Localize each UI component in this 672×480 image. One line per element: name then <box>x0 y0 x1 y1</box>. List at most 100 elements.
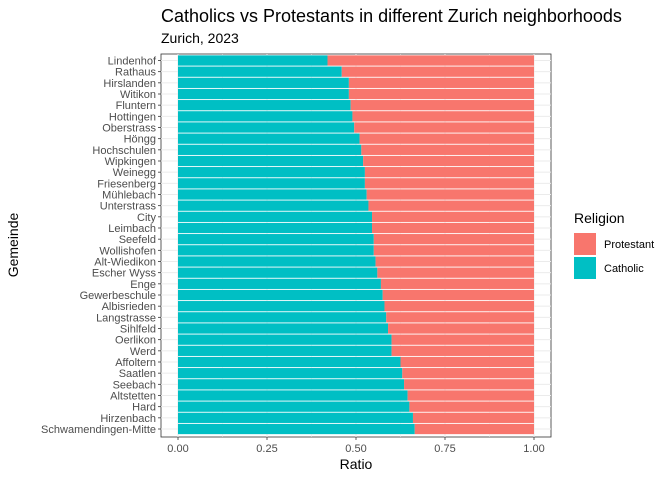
bar-protestant <box>359 133 534 144</box>
bar-protestant <box>373 234 534 245</box>
y-tick-label: Oerlikon <box>115 335 156 347</box>
y-tick-label: Mühlebach <box>102 190 156 202</box>
bar-protestant <box>412 412 534 423</box>
bar-protestant <box>354 122 534 133</box>
bar-catholic <box>178 334 392 345</box>
bar-catholic <box>178 323 389 334</box>
y-tick-label: Werd <box>130 346 156 358</box>
bar-protestant <box>407 390 534 401</box>
bar-protestant <box>350 100 534 111</box>
bar-catholic <box>178 77 349 88</box>
y-tick-label: Altstetten <box>110 391 156 403</box>
bar-catholic <box>178 167 365 178</box>
bar-catholic <box>178 111 353 122</box>
y-tick-label: City <box>137 212 156 224</box>
legend: Religion Protestant Catholic <box>574 210 654 279</box>
bar-protestant <box>384 301 534 312</box>
bar-catholic <box>178 289 383 301</box>
bar-protestant <box>368 200 534 211</box>
bar-catholic <box>178 133 360 144</box>
bar-protestant <box>363 155 534 167</box>
legend-title: Religion <box>574 210 625 226</box>
legend-entries: Protestant Catholic <box>574 233 654 279</box>
y-tick-label: Gewerbeschule <box>80 290 156 302</box>
y-tick-label: Witikon <box>120 89 156 101</box>
y-tick-label: Affoltern <box>115 357 156 369</box>
x-tick-label: 1.00 <box>523 443 544 455</box>
bar-protestant <box>386 312 534 323</box>
plot-panel <box>160 53 552 438</box>
bar-protestant <box>348 88 534 100</box>
bar-protestant <box>404 379 534 390</box>
x-tick-label: 0.50 <box>345 443 366 455</box>
y-tick-label: Hirslanden <box>103 78 156 90</box>
bars <box>178 55 534 435</box>
y-tick-label: Leimbach <box>108 223 156 235</box>
bar-catholic <box>178 301 385 312</box>
y-tick-label: Hirzenbach <box>100 413 156 425</box>
bar-catholic <box>178 122 355 133</box>
bar-protestant <box>373 245 534 256</box>
bar-catholic <box>178 345 392 356</box>
y-axis-tick-labels: LindenhofRathausHirslandenWitikonFlunter… <box>41 56 161 436</box>
x-tick-label: 0.00 <box>167 443 188 455</box>
chart-subtitle: Zurich, 2023 <box>161 30 239 46</box>
bar-protestant <box>409 401 534 412</box>
y-tick-label: Sihlfeld <box>120 324 156 336</box>
y-tick-label: Oberstrass <box>102 123 156 135</box>
bar-catholic <box>178 278 381 289</box>
bar-catholic <box>178 88 349 100</box>
bar-catholic <box>178 312 387 323</box>
y-tick-label: Weinegg <box>113 167 156 179</box>
bar-catholic <box>178 55 328 66</box>
legend-key-protestant <box>574 233 596 255</box>
x-tick-label: 0.25 <box>256 443 277 455</box>
y-axis-title: Gemeinde <box>5 212 21 277</box>
y-tick-label: Lindenhof <box>108 56 157 68</box>
bar-catholic <box>178 368 403 379</box>
bar-protestant <box>361 144 534 155</box>
bar-catholic <box>178 245 374 256</box>
bar-protestant <box>372 222 534 234</box>
bar-catholic <box>178 100 351 111</box>
bar-protestant <box>391 345 534 356</box>
y-tick-label: Escher Wyss <box>92 268 157 280</box>
y-tick-label: Seefeld <box>119 234 156 246</box>
bar-catholic <box>178 66 342 77</box>
bar-catholic <box>178 234 374 245</box>
bar-catholic <box>178 211 373 222</box>
legend-label-protestant: Protestant <box>604 239 654 251</box>
y-tick-label: Friesenberg <box>97 178 156 190</box>
bar-catholic <box>178 144 362 155</box>
x-axis-title: Ratio <box>340 456 373 472</box>
bar-catholic <box>178 423 415 435</box>
bar-catholic <box>178 256 376 267</box>
bar-protestant <box>364 167 534 178</box>
y-tick-label: Hochschulen <box>92 145 156 157</box>
bar-protestant <box>352 111 534 122</box>
y-tick-label: Schwamendingen-Mitte <box>41 424 156 436</box>
y-tick-label: Enge <box>130 279 156 291</box>
bar-protestant <box>391 334 534 345</box>
bar-protestant <box>380 278 534 289</box>
legend-key-catholic <box>574 257 596 279</box>
bar-protestant <box>341 66 534 77</box>
y-tick-label: Seebach <box>113 379 156 391</box>
chart-title: Catholics vs Protestants in different Zu… <box>161 6 622 26</box>
bar-protestant <box>375 256 534 267</box>
bar-protestant <box>366 189 534 200</box>
y-tick-label: Höngg <box>124 134 156 146</box>
y-tick-label: Albisrieden <box>102 301 156 313</box>
bar-protestant <box>327 55 534 66</box>
bar-catholic <box>178 401 410 412</box>
x-axis-tick-labels: 0.00 0.25 0.50 0.75 1.00 <box>167 437 545 455</box>
bar-catholic <box>178 178 365 189</box>
x-tick-label: 0.75 <box>434 443 455 455</box>
y-tick-label: Langstrasse <box>96 312 156 324</box>
y-tick-label: Unterstrass <box>100 201 157 213</box>
y-tick-label: Wollishofen <box>99 245 156 257</box>
bar-protestant <box>377 267 534 278</box>
legend-label-catholic: Catholic <box>604 263 644 275</box>
y-tick-label: Hottingen <box>109 111 156 123</box>
